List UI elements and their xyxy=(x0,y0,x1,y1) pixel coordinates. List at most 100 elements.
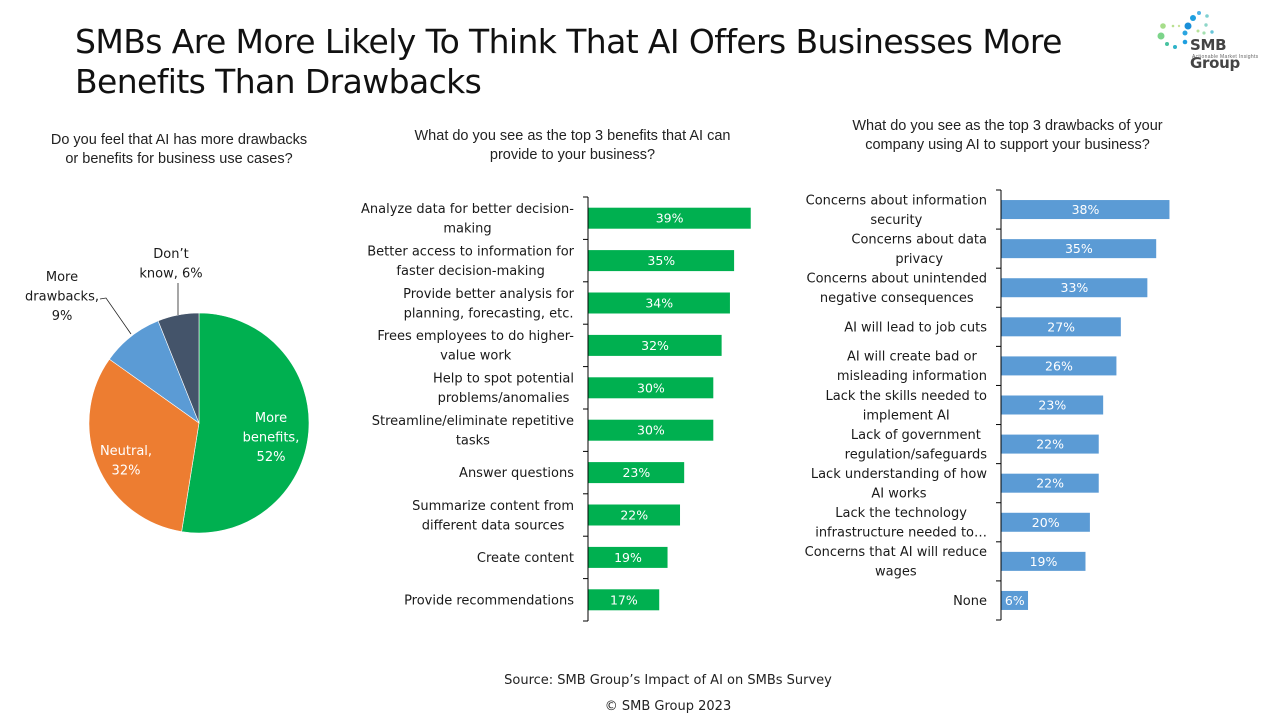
bar xyxy=(588,207,751,229)
bar-value-label: 30% xyxy=(637,423,665,438)
category-label-line: Streamline/eliminate repetitive xyxy=(372,414,574,429)
dots-swirl-icon xyxy=(1157,11,1214,49)
category-label-line: wages xyxy=(875,565,917,580)
category-label: Streamline/eliminate repetitive tasks xyxy=(372,414,574,449)
category-label-line: security xyxy=(870,213,922,228)
pie-data-label: Don’t know, 6% xyxy=(139,247,202,282)
category-label-line: Lack of government xyxy=(851,428,981,443)
bar xyxy=(1001,200,1170,220)
pie-data-label-line: drawbacks, xyxy=(25,290,99,305)
category-label: Concerns that AI will reduce wages xyxy=(805,545,987,580)
pie-chart-title: Do you feel that AI has more drawbacks o… xyxy=(20,131,338,169)
benefits-title-line: provide to your business? xyxy=(489,147,656,163)
bar-value-label: 22% xyxy=(1036,476,1064,491)
bar xyxy=(1001,239,1157,259)
category-label-line: Concerns about information xyxy=(806,193,987,208)
logo-name: SMB Group xyxy=(1190,36,1240,72)
category-label-line: AI will lead to job cuts xyxy=(844,320,987,335)
category-label-line: Summarize content from xyxy=(412,499,574,514)
category-label: Provide recommendations xyxy=(404,593,574,608)
pie-slice-more-benefits xyxy=(181,312,310,534)
category-label-line: Create content xyxy=(477,551,574,566)
pie-title-line: or benefits for business use cases? xyxy=(65,151,293,167)
pie-data-label-line: More xyxy=(255,411,287,426)
bar xyxy=(1001,473,1099,493)
pie-slice-don-t-know xyxy=(157,312,200,424)
bar xyxy=(1001,278,1148,298)
category-label-line: Lack the skills needed to xyxy=(826,389,987,404)
bar-value-label: 32% xyxy=(641,338,669,353)
category-label-line: regulation/safeguards xyxy=(845,447,988,462)
bar xyxy=(1001,551,1086,571)
category-label-line: Provide recommendations xyxy=(404,593,574,608)
logo xyxy=(1155,8,1280,63)
pie-data-label-line: Neutral, xyxy=(100,444,152,459)
category-label-line: tasks xyxy=(456,433,490,448)
pie-data-label: Neutral, 32% xyxy=(100,444,152,479)
bar xyxy=(1001,434,1099,454)
category-label-line: Concerns about unintended xyxy=(807,271,987,286)
bar xyxy=(1001,317,1121,337)
bar xyxy=(588,589,660,611)
bar xyxy=(588,546,668,568)
pie-data-label-line: 32% xyxy=(112,464,141,479)
category-label-line: Concerns about data xyxy=(851,232,987,247)
category-label-line: planning, forecasting, etc. xyxy=(404,306,574,321)
category-label-line: faster decision-making xyxy=(396,264,544,279)
bar xyxy=(588,334,722,356)
category-label-line: different data sources xyxy=(422,518,565,533)
pie-data-label: More drawbacks, 9% xyxy=(25,270,99,324)
category-label-line: Frees employees to do higher- xyxy=(377,329,574,344)
pie-data-label-line: More xyxy=(46,270,78,285)
category-label: Concerns about unintended negative conseq… xyxy=(807,271,987,306)
bar-value-label: 20% xyxy=(1032,515,1060,530)
category-label-line: value work xyxy=(440,349,512,364)
logo-tagline: Actionable Market Insights xyxy=(1192,54,1259,60)
bar-value-label: 26% xyxy=(1045,358,1073,373)
category-label: Lack the technology infrastructure needed… xyxy=(815,506,987,541)
category-label-line: negative consequences xyxy=(820,291,974,306)
bar xyxy=(588,462,685,484)
bar xyxy=(588,419,714,441)
pie-leader-line xyxy=(99,297,132,335)
bar-value-label: 19% xyxy=(614,550,642,565)
category-label-line: None xyxy=(953,594,987,609)
bar-value-label: 35% xyxy=(647,253,675,268)
category-label: Lack of government regulation/safeguards xyxy=(845,428,988,463)
category-label: Lack understanding of how AI works xyxy=(811,467,988,502)
category-label-line: Lack the technology xyxy=(835,506,967,521)
category-label: Lack the skills needed to implement AI xyxy=(826,389,987,424)
bar-value-label: 17% xyxy=(610,592,638,607)
benefits-chart-title: What do you see as the top 3 benefits th… xyxy=(380,127,765,165)
category-label: Frees employees to do higher-value work xyxy=(377,329,574,364)
bar xyxy=(588,377,714,399)
category-label: AI will create bad or misleading informat… xyxy=(837,350,987,385)
category-label-line: privacy xyxy=(895,252,943,267)
category-label: Better access to information for faster d… xyxy=(367,244,574,279)
pie-chart: More benefits, 52% Neutral, 32% More drawbacks… xyxy=(25,247,310,534)
category-label-line: infrastructure needed to… xyxy=(815,526,987,541)
category-label-line: Concerns that AI will reduce xyxy=(805,545,987,560)
bar-value-label: 27% xyxy=(1047,319,1075,334)
category-label-line: Answer questions xyxy=(459,466,574,481)
pie-data-label-line: Don’t xyxy=(153,247,188,262)
category-label-line: Help to spot potential xyxy=(433,372,574,387)
bar-value-label: 34% xyxy=(645,296,673,311)
pie-data-label-line: 9% xyxy=(52,309,73,324)
category-label-line: problems/anomalies xyxy=(438,391,570,406)
bar-value-label: 38% xyxy=(1072,202,1100,217)
pie-data-label-line: 52% xyxy=(257,450,286,465)
bar-value-label: 39% xyxy=(656,211,684,226)
category-label: AI will lead to job cuts xyxy=(844,320,987,335)
category-label-line: AI will create bad or xyxy=(847,350,977,365)
category-label-line: Better access to information for xyxy=(367,244,574,259)
bar-value-label: 33% xyxy=(1061,280,1089,295)
pie-data-label-line: know, 6% xyxy=(139,267,202,282)
drawbacks-bar-chart: 38% Concerns about information security 35%… xyxy=(805,189,1170,621)
bar xyxy=(1001,395,1104,415)
bar xyxy=(588,504,681,526)
category-label-line: misleading information xyxy=(837,369,987,384)
category-label: Answer questions xyxy=(459,466,574,481)
category-label-line: Provide better analysis for xyxy=(403,287,575,302)
bar-value-label: 6% xyxy=(1005,593,1025,608)
